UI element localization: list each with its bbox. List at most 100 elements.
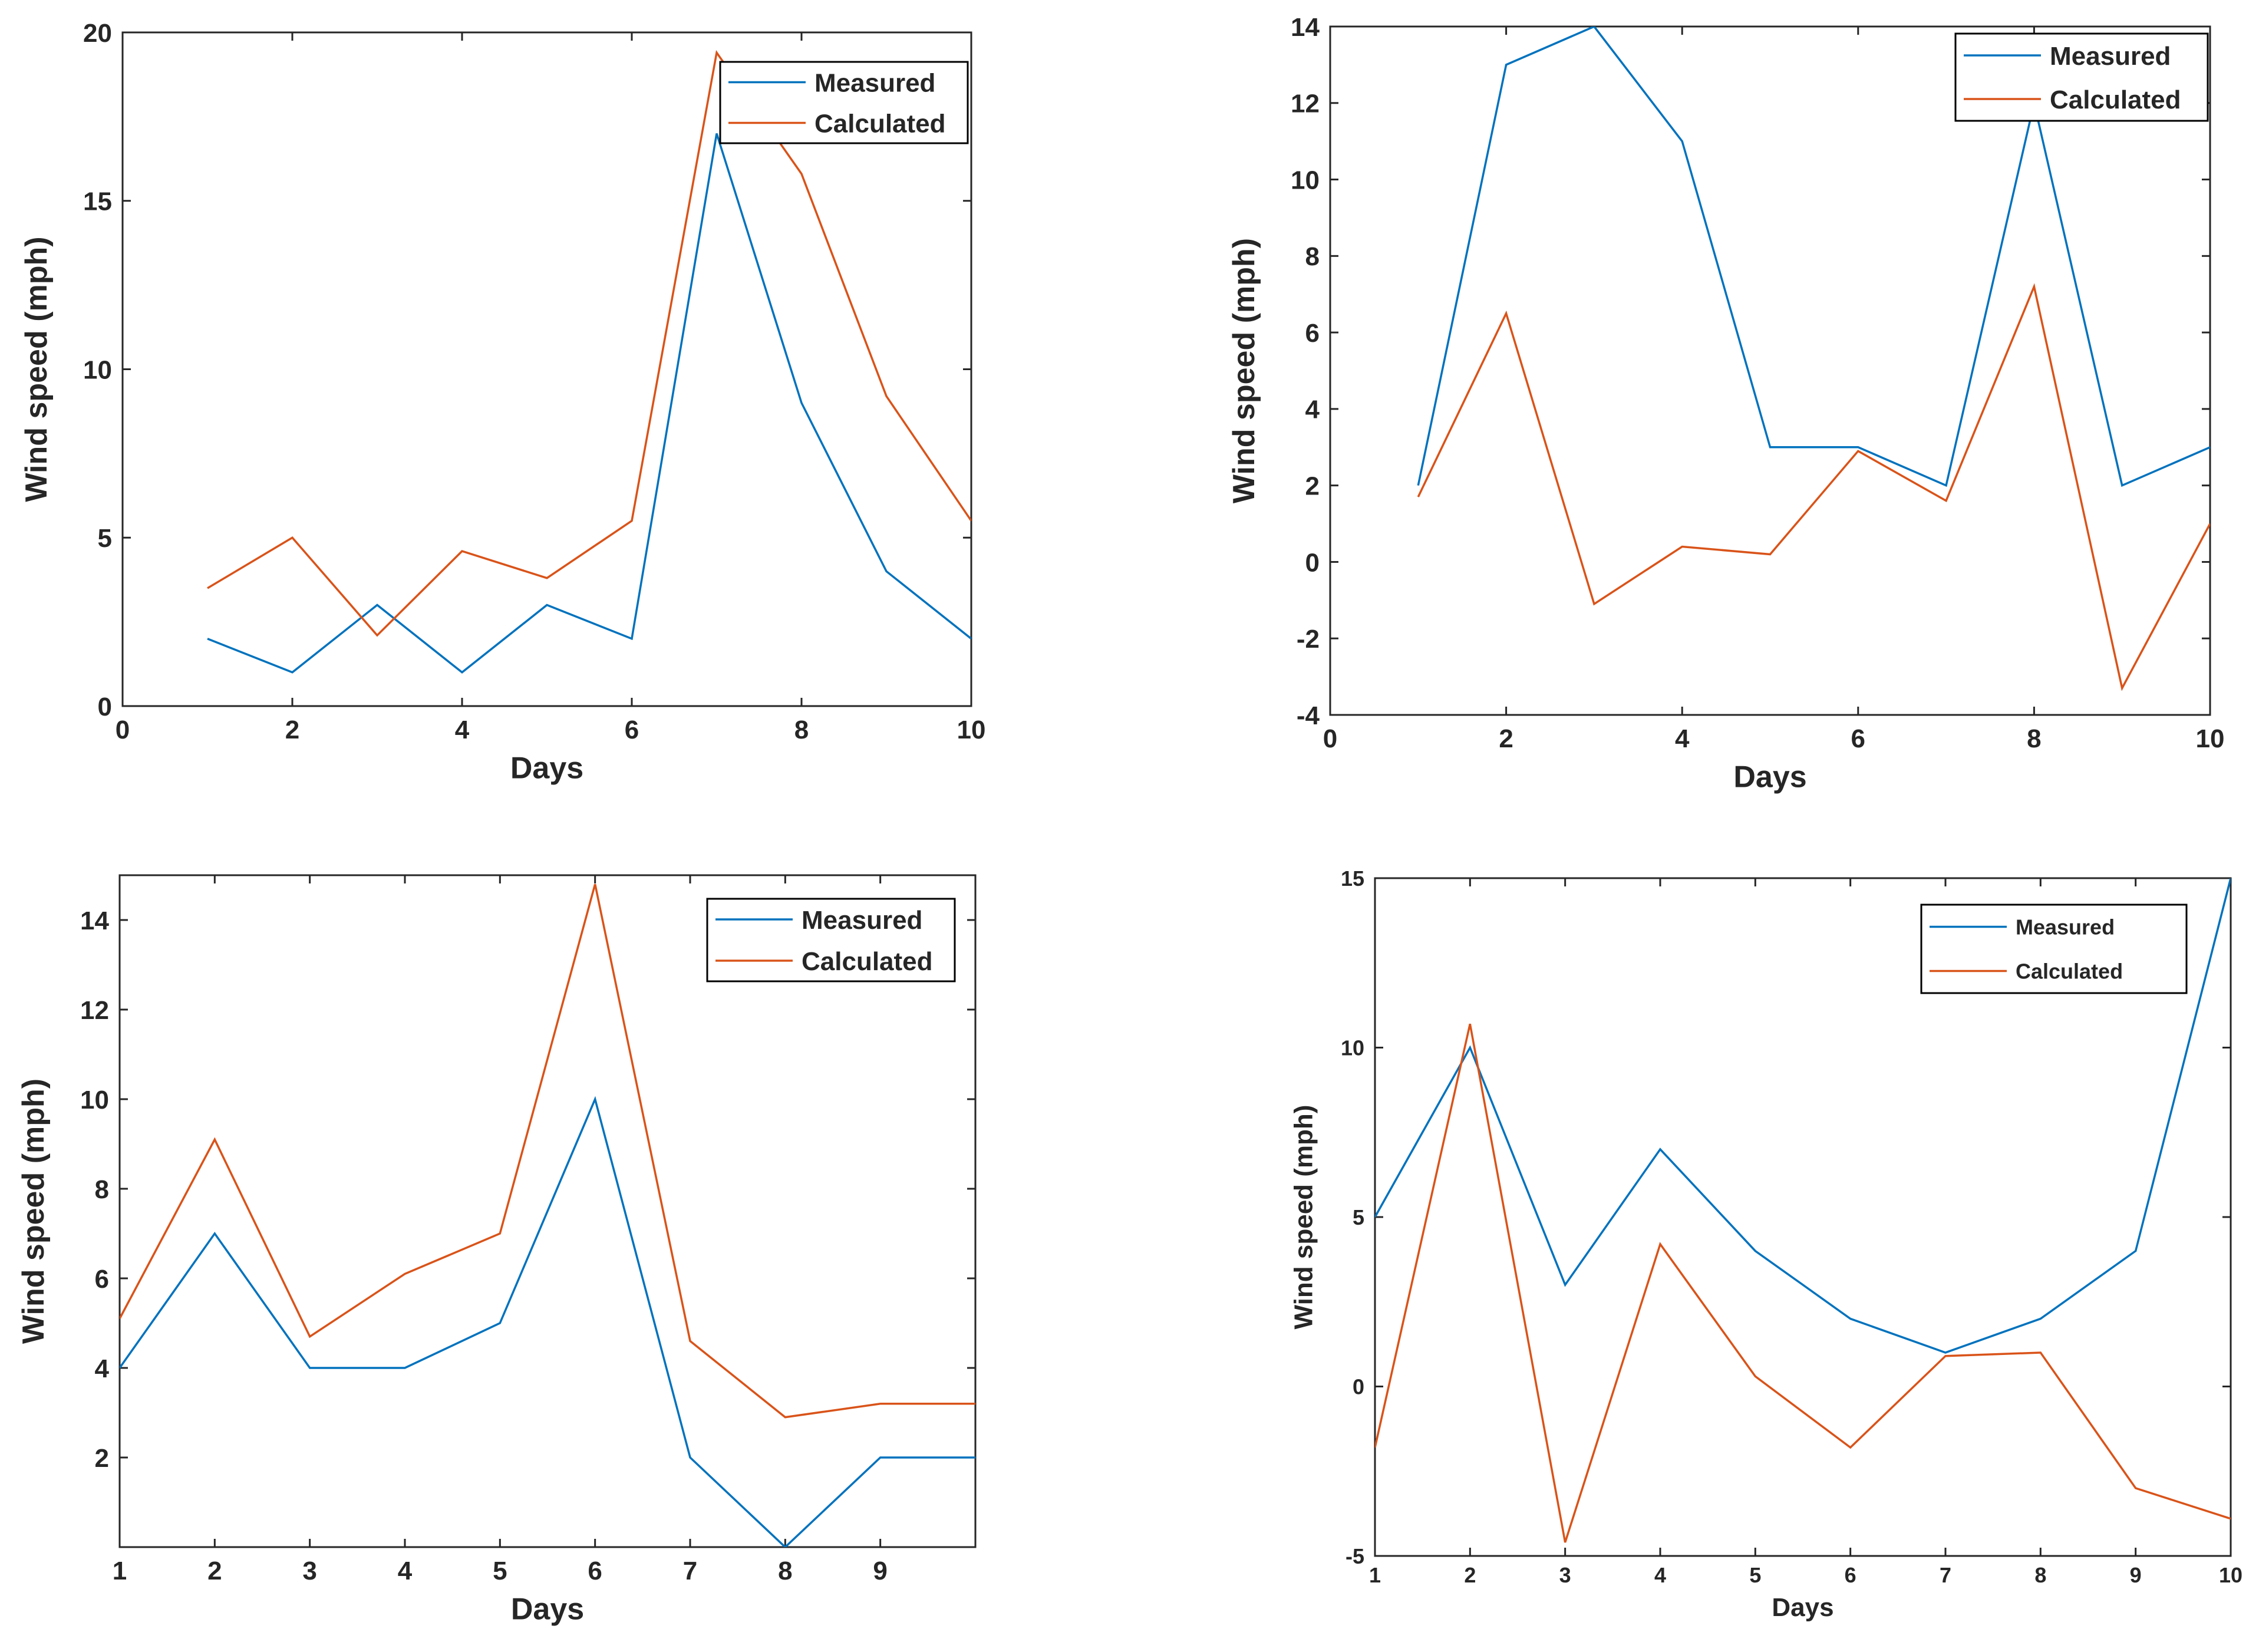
x-tick-label: 2 bbox=[1499, 724, 1513, 753]
x-tick-label: 5 bbox=[493, 1557, 507, 1585]
plot-area-frame bbox=[121, 31, 972, 707]
x-tick-label: 10 bbox=[2196, 724, 2225, 753]
x-tick-label: 9 bbox=[2130, 1563, 2142, 1587]
y-axis-label: Wind speed (mph) bbox=[1290, 1105, 1318, 1330]
y-tick-label: 6 bbox=[1305, 319, 1320, 348]
legend-label-calculated: Calculated bbox=[802, 947, 933, 976]
y-tick-label: 15 bbox=[1341, 866, 1364, 891]
x-tick-label: 3 bbox=[1559, 1563, 1571, 1587]
chart-1: 0 2 4 6 8 10 0 5 10 15 20 Days Wind speed (mph) Measu… bbox=[19, 19, 985, 786]
x-tick-label: 5 bbox=[1749, 1563, 1761, 1587]
series-group bbox=[120, 883, 975, 1547]
series-line-measured bbox=[120, 1096, 975, 1547]
chart-4: 1 2 3 4 5 6 7 8 9 10 -5 0 5 10 15 Days Wind speed (mph) M… bbox=[1290, 866, 2242, 1622]
y-tick-label: 10 bbox=[80, 1086, 109, 1114]
x-tick-label: 2 bbox=[207, 1557, 222, 1585]
y-tick-label: 20 bbox=[83, 19, 112, 48]
legend: Measured Calculated bbox=[719, 61, 969, 144]
series-line-measured bbox=[1375, 878, 2231, 1354]
x-tick-label: 4 bbox=[398, 1557, 413, 1585]
legend-box bbox=[706, 898, 956, 982]
x-tick-label: 1 bbox=[113, 1557, 127, 1585]
x-tick-label: 6 bbox=[1851, 724, 1865, 753]
x-tick-label: 9 bbox=[873, 1557, 887, 1585]
y-axis-label: Wind speed (mph) bbox=[17, 1079, 51, 1344]
y-tick-label: 14 bbox=[1291, 13, 1320, 42]
y-tick-label: 5 bbox=[1353, 1205, 1364, 1229]
y-tick-label: 12 bbox=[80, 996, 109, 1025]
y-tick-label: 0 bbox=[1353, 1374, 1364, 1399]
x-tick-label: 4 bbox=[455, 715, 470, 744]
x-tick-label: 3 bbox=[302, 1557, 316, 1585]
x-tick-label: 4 bbox=[1675, 724, 1690, 753]
legend-label-calculated: Calculated bbox=[2016, 959, 2123, 983]
series-line-calculated bbox=[207, 50, 971, 637]
x-tick-label: 8 bbox=[794, 715, 809, 744]
x-tick-label: 0 bbox=[1323, 724, 1337, 753]
y-axis-label: Wind speed (mph) bbox=[19, 236, 54, 502]
legend-label-calculated: Calculated bbox=[814, 109, 946, 138]
x-tick-label: 10 bbox=[2219, 1563, 2242, 1587]
y-tick-label: 8 bbox=[1305, 242, 1320, 271]
series-group bbox=[1375, 878, 2231, 1543]
legend: Measured Calculated bbox=[1954, 32, 2209, 122]
y-tick-label: -4 bbox=[1297, 701, 1320, 730]
y-tick-label: 10 bbox=[1341, 1036, 1364, 1060]
x-tick-label: 4 bbox=[1654, 1563, 1666, 1587]
x-tick-label: 6 bbox=[1845, 1563, 1856, 1587]
x-tick-label: 7 bbox=[1940, 1563, 1951, 1587]
x-tick-label: 8 bbox=[2027, 724, 2041, 753]
y-axis-label: Wind speed (mph) bbox=[1227, 238, 1261, 503]
series-line-measured bbox=[1417, 27, 2210, 487]
y-tick-label: -2 bbox=[1297, 625, 1320, 654]
y-tick-label: 10 bbox=[83, 355, 112, 384]
legend-label-measured: Measured bbox=[2050, 42, 2171, 71]
series-line-calculated bbox=[120, 883, 975, 1419]
x-tick-label: 8 bbox=[778, 1557, 792, 1585]
y-tick-label: 2 bbox=[95, 1444, 109, 1473]
x-tick-label: 8 bbox=[2034, 1563, 2046, 1587]
legend-label-calculated: Calculated bbox=[2050, 85, 2181, 114]
series-group bbox=[207, 50, 971, 674]
y-tick-label: 4 bbox=[95, 1354, 110, 1383]
y-tick-label: 0 bbox=[98, 693, 112, 721]
series-line-calculated bbox=[1375, 1023, 2231, 1543]
x-axis-label: Days bbox=[511, 1592, 584, 1627]
y-tick-label: 10 bbox=[1291, 166, 1320, 194]
x-tick-label: 6 bbox=[625, 715, 639, 744]
legend-box bbox=[1920, 904, 2188, 994]
legend: Measured Calculated bbox=[1920, 904, 2188, 994]
x-tick-label: 2 bbox=[1464, 1563, 1476, 1587]
y-tick-label: 15 bbox=[83, 187, 112, 216]
legend-box bbox=[1954, 32, 2209, 122]
series-line-calculated bbox=[1417, 283, 2210, 691]
y-tick-label: 8 bbox=[95, 1175, 109, 1204]
y-tick-label: 5 bbox=[98, 524, 112, 553]
chart-2: 0 2 4 6 8 10 -4 -2 0 2 4 6 8 10 12 14 Days Wind speed (mp… bbox=[1227, 13, 2224, 794]
series-line-measured bbox=[207, 133, 971, 674]
y-tick-label: 2 bbox=[1305, 472, 1320, 501]
y-tick-label: 6 bbox=[95, 1265, 109, 1294]
y-tick-label: 4 bbox=[1305, 395, 1320, 424]
legend-label-measured: Measured bbox=[814, 68, 935, 97]
x-axis-label: Days bbox=[1772, 1593, 1833, 1622]
legend-label-measured: Measured bbox=[802, 906, 922, 935]
y-tick-label: 0 bbox=[1305, 548, 1320, 577]
series-group bbox=[1417, 27, 2210, 691]
x-tick-label: 1 bbox=[1369, 1563, 1381, 1587]
x-tick-label: 6 bbox=[588, 1557, 602, 1585]
y-tick-label: 12 bbox=[1291, 90, 1320, 118]
legend: Measured Calculated bbox=[706, 898, 956, 982]
legend-label-measured: Measured bbox=[2016, 915, 2115, 939]
x-axis-label: Days bbox=[1733, 760, 1806, 794]
x-axis-label: Days bbox=[510, 751, 583, 786]
plot-area-frame bbox=[1329, 25, 2211, 716]
y-tick-label: -5 bbox=[1345, 1544, 1364, 1568]
legend-box bbox=[719, 61, 969, 144]
x-tick-label: 10 bbox=[957, 715, 986, 744]
x-tick-label: 0 bbox=[116, 715, 130, 744]
y-tick-label: 14 bbox=[80, 906, 109, 935]
x-tick-label: 7 bbox=[683, 1557, 697, 1585]
